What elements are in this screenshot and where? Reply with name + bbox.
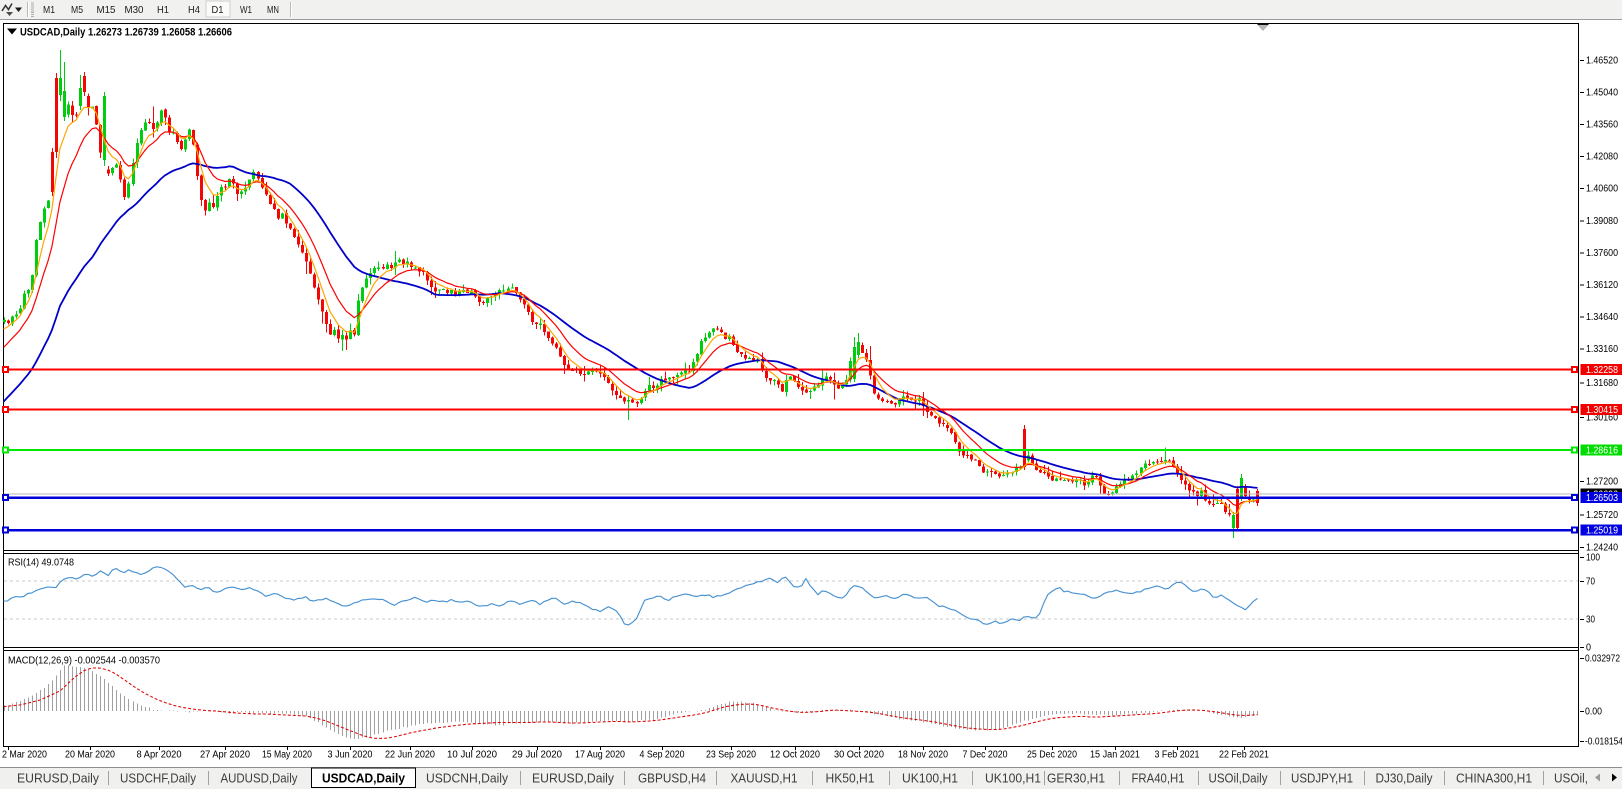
svg-text:25 Dec 2020: 25 Dec 2020 — [1027, 750, 1077, 761]
svg-text:70: 70 — [1586, 577, 1595, 588]
svg-text:EURUSD,Daily: EURUSD,Daily — [17, 772, 100, 786]
svg-text:CHINA300,H1: CHINA300,H1 — [1456, 772, 1532, 786]
svg-text:27 Apr 2020: 27 Apr 2020 — [200, 750, 250, 761]
svg-text:7 Dec 2020: 7 Dec 2020 — [963, 750, 1008, 761]
svg-text:H1: H1 — [157, 4, 169, 16]
svg-text:3 Feb 2021: 3 Feb 2021 — [1155, 750, 1200, 761]
svg-text:1.25019: 1.25019 — [1586, 526, 1618, 537]
svg-text:1.42080: 1.42080 — [1586, 152, 1618, 163]
svg-text:1.28616: 1.28616 — [1586, 446, 1618, 457]
svg-text:1.46520: 1.46520 — [1586, 56, 1618, 67]
svg-text:100: 100 — [1586, 553, 1600, 564]
svg-text:M15: M15 — [97, 4, 116, 16]
svg-text:M1: M1 — [43, 4, 55, 16]
svg-text:15 May 2020: 15 May 2020 — [262, 750, 312, 761]
svg-text:1.25720: 1.25720 — [1586, 510, 1618, 521]
svg-text:UK100,H1: UK100,H1 — [985, 772, 1041, 786]
svg-text:1.36120: 1.36120 — [1586, 280, 1618, 291]
svg-text:0.00: 0.00 — [1585, 707, 1602, 718]
svg-text:18 Nov 2020: 18 Nov 2020 — [898, 750, 948, 761]
svg-text:15 Jan 2021: 15 Jan 2021 — [1090, 750, 1140, 761]
svg-text:1.30160: 1.30160 — [1586, 413, 1618, 424]
svg-text:GER30,H1: GER30,H1 — [1047, 772, 1105, 786]
svg-text:W1: W1 — [240, 4, 252, 16]
svg-text:1.32258: 1.32258 — [1586, 365, 1618, 376]
svg-text:USOil,: USOil, — [1554, 772, 1588, 786]
svg-text:EURUSD,Daily: EURUSD,Daily — [532, 772, 615, 786]
svg-text:AUDUSD,Daily: AUDUSD,Daily — [221, 772, 299, 786]
svg-text:0: 0 — [1586, 643, 1591, 654]
svg-text:10 Jul 2020: 10 Jul 2020 — [447, 750, 497, 761]
svg-text:1.45040: 1.45040 — [1586, 88, 1618, 99]
svg-text:23 Sep 2020: 23 Sep 2020 — [706, 750, 756, 761]
svg-text:D1: D1 — [212, 4, 224, 16]
svg-text:UK100,H1: UK100,H1 — [902, 772, 958, 786]
svg-text:M30: M30 — [125, 4, 144, 16]
svg-text:1.33160: 1.33160 — [1586, 344, 1618, 355]
svg-text:USDCAD,Daily: USDCAD,Daily — [322, 772, 405, 786]
svg-text:1.39080: 1.39080 — [1586, 216, 1618, 227]
svg-text:HK50,H1: HK50,H1 — [826, 772, 875, 786]
svg-text:22 Jun 2020: 22 Jun 2020 — [385, 750, 435, 761]
svg-text:H4: H4 — [188, 4, 200, 16]
svg-text:GBPUSD,H4: GBPUSD,H4 — [638, 772, 706, 786]
svg-text:USDCAD,Daily 1.26273 1.26739: USDCAD,Daily 1.26273 1.26739 1.26058 1.2… — [20, 27, 232, 39]
svg-text:30: 30 — [1586, 615, 1595, 626]
svg-text:USOil,Daily: USOil,Daily — [1209, 772, 1269, 786]
svg-text:12 Oct 2020: 12 Oct 2020 — [770, 750, 820, 761]
svg-text:-0.018154: -0.018154 — [1585, 737, 1622, 748]
svg-text:RSI(14) 49.0748: RSI(14) 49.0748 — [8, 558, 74, 569]
svg-text:USDCNH,Daily: USDCNH,Daily — [426, 772, 509, 786]
svg-text:XAUUSD,H1: XAUUSD,H1 — [731, 772, 798, 786]
svg-text:1.34640: 1.34640 — [1586, 312, 1618, 323]
svg-text:1.26503: 1.26503 — [1586, 493, 1618, 504]
svg-text:17 Aug 2020: 17 Aug 2020 — [575, 750, 625, 761]
svg-text:FRA40,H1: FRA40,H1 — [1132, 772, 1185, 786]
svg-text:USDCHF,Daily: USDCHF,Daily — [120, 772, 197, 786]
svg-text:1.43560: 1.43560 — [1586, 120, 1618, 131]
svg-text:DJ30,Daily: DJ30,Daily — [1376, 772, 1434, 786]
svg-text:1.24240: 1.24240 — [1586, 543, 1618, 554]
svg-text:M5: M5 — [71, 4, 83, 16]
svg-text:USDJPY,H1: USDJPY,H1 — [1291, 772, 1353, 786]
svg-text:MACD(12,26,9) -0.002544 -0.003: MACD(12,26,9) -0.002544 -0.003570 — [8, 656, 160, 667]
svg-text:8 Apr 2020: 8 Apr 2020 — [137, 750, 182, 761]
svg-text:1.31680: 1.31680 — [1586, 378, 1618, 389]
svg-text:3 Jun 2020: 3 Jun 2020 — [328, 750, 373, 761]
svg-text:20 Mar 2020: 20 Mar 2020 — [65, 750, 115, 761]
svg-text:22 Feb 2021: 22 Feb 2021 — [1219, 750, 1269, 761]
svg-text:1.27200: 1.27200 — [1586, 477, 1618, 488]
svg-text:0.032972: 0.032972 — [1585, 654, 1620, 665]
svg-text:2 Mar 2020: 2 Mar 2020 — [2, 750, 47, 761]
svg-text:29 Jul 2020: 29 Jul 2020 — [512, 750, 562, 761]
svg-text:30 Oct 2020: 30 Oct 2020 — [834, 750, 884, 761]
svg-text:1.40600: 1.40600 — [1586, 184, 1618, 195]
svg-text:1.30415: 1.30415 — [1586, 405, 1618, 416]
svg-text:MN: MN — [267, 4, 279, 16]
svg-text:4 Sep 2020: 4 Sep 2020 — [640, 750, 685, 761]
svg-text:1.37600: 1.37600 — [1586, 248, 1618, 259]
